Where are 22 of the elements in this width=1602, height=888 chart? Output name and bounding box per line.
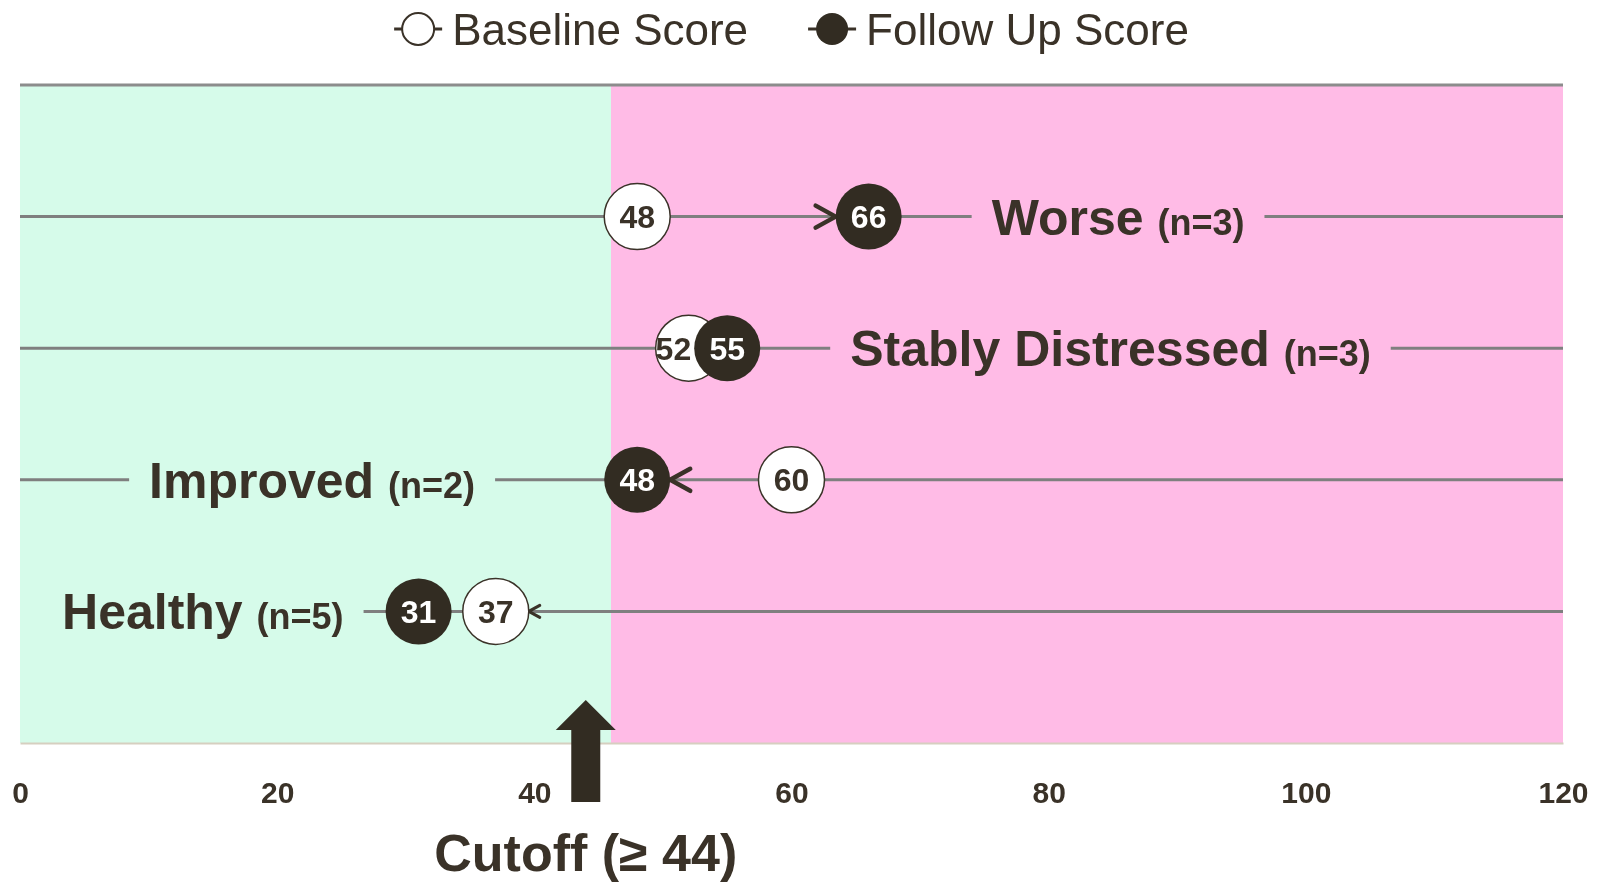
ref-line-label: Cutoff (≥ 44) xyxy=(434,824,738,882)
data-label: 55 xyxy=(709,330,746,367)
data-label: 48 xyxy=(619,462,655,499)
legend-label: Baseline Score xyxy=(452,5,749,54)
data-label: 37 xyxy=(477,593,514,630)
x-tick-label: 80 xyxy=(1032,776,1066,810)
x-tick-label: 60 xyxy=(775,776,809,810)
data-label: 66 xyxy=(850,199,887,236)
data-label: 48 xyxy=(619,199,655,236)
y-tick-label: Healthy (n=5) xyxy=(62,584,344,641)
x-tick-label: 100 xyxy=(1281,776,1332,810)
data-label: 31 xyxy=(400,593,437,630)
legend-label: Follow Up Score xyxy=(866,5,1189,54)
y-tick-label: Improved (n=2) xyxy=(149,452,476,509)
x-tick-label: 0 xyxy=(12,776,29,810)
x-tick-label: 120 xyxy=(1538,776,1589,810)
y-tick-label: Stably Distressed (n=3) xyxy=(850,321,1371,378)
data-label: 60 xyxy=(773,462,810,499)
x-tick-label: 20 xyxy=(260,776,295,810)
y-tick-label: Worse (n=3) xyxy=(991,189,1245,246)
x-tick-label: 40 xyxy=(518,776,552,810)
data-label: 52 xyxy=(655,330,692,367)
